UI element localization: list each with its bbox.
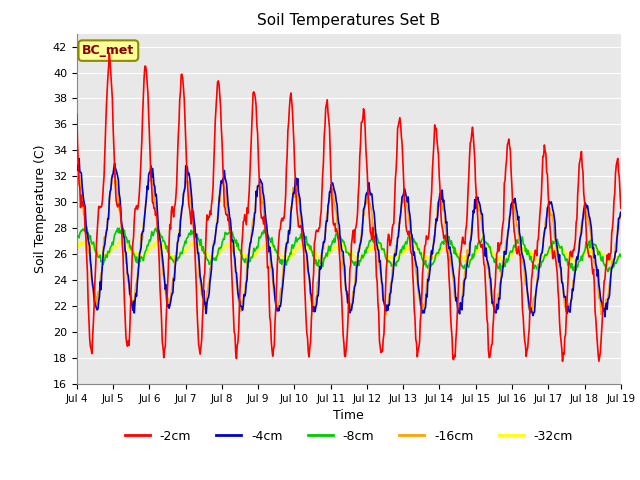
X-axis label: Time: Time xyxy=(333,409,364,422)
Y-axis label: Soil Temperature (C): Soil Temperature (C) xyxy=(35,144,47,273)
Title: Soil Temperatures Set B: Soil Temperatures Set B xyxy=(257,13,440,28)
Legend: -2cm, -4cm, -8cm, -16cm, -32cm: -2cm, -4cm, -8cm, -16cm, -32cm xyxy=(120,425,578,448)
Text: BC_met: BC_met xyxy=(82,44,134,57)
